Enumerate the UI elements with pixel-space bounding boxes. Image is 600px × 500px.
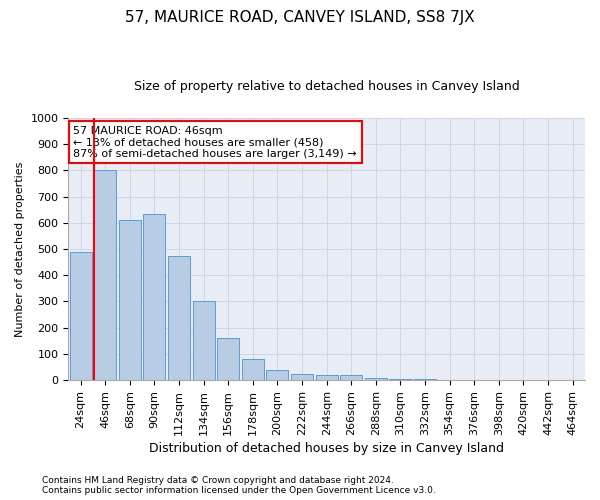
- Bar: [389, 379, 412, 380]
- Bar: [365, 378, 387, 380]
- Text: Contains HM Land Registry data © Crown copyright and database right 2024.
Contai: Contains HM Land Registry data © Crown c…: [42, 476, 436, 495]
- Text: 57, MAURICE ROAD, CANVEY ISLAND, SS8 7JX: 57, MAURICE ROAD, CANVEY ISLAND, SS8 7JX: [125, 10, 475, 25]
- Bar: [217, 338, 239, 380]
- Title: Size of property relative to detached houses in Canvey Island: Size of property relative to detached ho…: [134, 80, 520, 93]
- Bar: [291, 374, 313, 380]
- Bar: [193, 302, 215, 380]
- X-axis label: Distribution of detached houses by size in Canvey Island: Distribution of detached houses by size …: [149, 442, 504, 455]
- Text: 57 MAURICE ROAD: 46sqm
← 13% of detached houses are smaller (458)
87% of semi-de: 57 MAURICE ROAD: 46sqm ← 13% of detached…: [73, 126, 357, 159]
- Bar: [119, 220, 141, 380]
- Bar: [316, 375, 338, 380]
- Y-axis label: Number of detached properties: Number of detached properties: [15, 162, 25, 336]
- Bar: [266, 370, 289, 380]
- Bar: [143, 214, 166, 380]
- Bar: [94, 170, 116, 380]
- Bar: [70, 252, 92, 380]
- Bar: [242, 359, 264, 380]
- Bar: [340, 376, 362, 380]
- Bar: [168, 256, 190, 380]
